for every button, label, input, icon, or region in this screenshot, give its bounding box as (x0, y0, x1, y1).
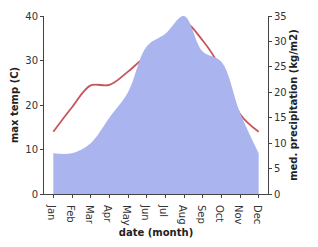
svg-text:35: 35 (274, 11, 287, 22)
svg-text:Jun: Jun (140, 204, 151, 221)
svg-text:20: 20 (274, 87, 287, 98)
svg-text:May: May (121, 205, 132, 226)
svg-text:med. precipitation (kg/m2): med. precipitation (kg/m2) (288, 29, 299, 181)
svg-text:Oct: Oct (214, 205, 225, 222)
svg-text:Nov: Nov (233, 205, 244, 225)
svg-text:40: 40 (25, 11, 38, 22)
svg-text:0: 0 (32, 189, 38, 200)
svg-text:15: 15 (274, 112, 287, 123)
svg-text:Dec: Dec (252, 205, 263, 224)
svg-text:Jul: Jul (158, 204, 169, 217)
svg-text:Sep: Sep (196, 205, 207, 224)
svg-text:20: 20 (25, 100, 38, 111)
svg-text:10: 10 (25, 144, 38, 155)
svg-text:max temp (C): max temp (C) (9, 67, 20, 143)
svg-text:25: 25 (274, 61, 287, 72)
svg-text:Aug: Aug (177, 205, 188, 225)
svg-text:5: 5 (274, 163, 280, 174)
svg-text:30: 30 (274, 36, 287, 47)
svg-text:Feb: Feb (65, 205, 76, 223)
svg-text:10: 10 (274, 138, 287, 149)
svg-text:0: 0 (274, 189, 280, 200)
svg-text:30: 30 (25, 55, 38, 66)
svg-text:date (month): date (month) (119, 227, 193, 238)
svg-text:Apr: Apr (102, 205, 113, 223)
svg-text:Jan: Jan (46, 204, 57, 220)
svg-text:Mar: Mar (84, 205, 95, 225)
